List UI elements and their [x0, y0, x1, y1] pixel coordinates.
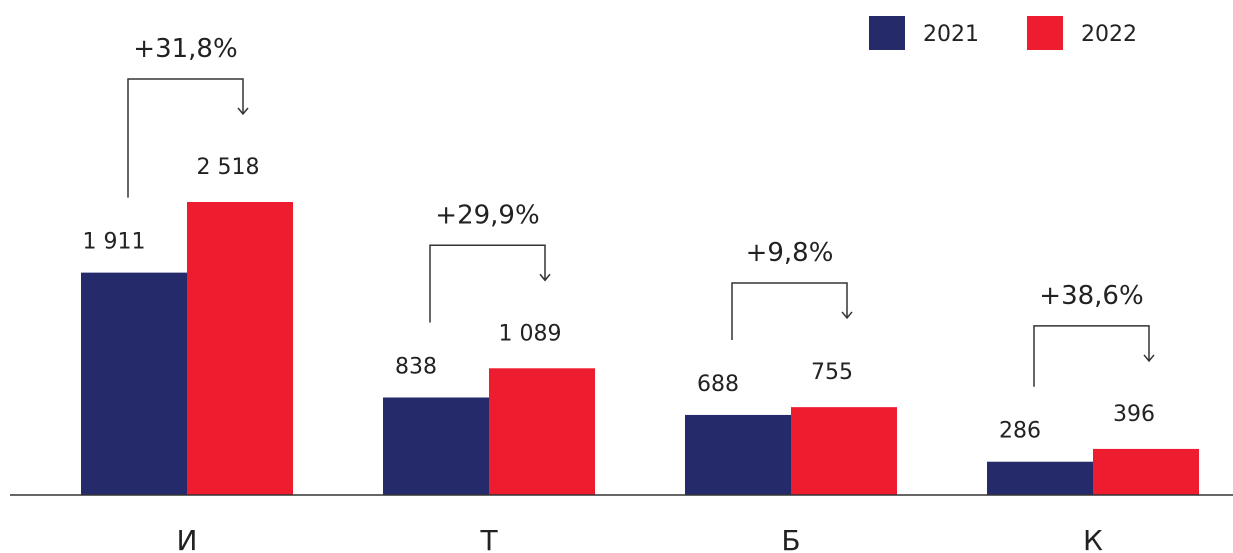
change-bracket-0 [127, 78, 244, 198]
value-label-2022-3: 396 [1113, 402, 1155, 427]
value-label-2021-1: 838 [395, 354, 437, 379]
category-label-2: Б [781, 524, 800, 553]
value-label-2022-1: 1 089 [499, 321, 562, 346]
value-labels: 1 911 2 518 838 1 089 688 755 286 396 [83, 155, 1155, 444]
change-arrow-icon [237, 107, 249, 116]
change-label-3: +38,6% [1039, 281, 1143, 311]
bar-2022-1 [489, 368, 595, 495]
bar-2022-0 [187, 202, 293, 495]
value-label-2022-2: 755 [811, 360, 853, 385]
value-label-2021-0: 1 911 [83, 230, 146, 255]
change-arrow-icon [539, 273, 551, 282]
legend-swatch-2022 [1027, 16, 1063, 50]
bar-2022-2 [791, 407, 897, 495]
change-bracket-1 [429, 244, 546, 323]
legend-label-2021: 2021 [923, 22, 979, 47]
value-label-2021-3: 286 [999, 419, 1041, 444]
category-label-0: И [177, 524, 198, 553]
change-arrow-icon [841, 311, 853, 320]
bar-2021-2 [685, 414, 791, 495]
bar-2021-3 [987, 461, 1093, 495]
bar-2022-3 [1093, 448, 1199, 495]
change-label-1: +29,9% [435, 200, 539, 230]
value-label-2022-0: 2 518 [197, 155, 260, 180]
legend-label-2022: 2022 [1081, 22, 1137, 47]
legend-swatch-2021 [869, 16, 905, 50]
category-label-3: К [1083, 524, 1103, 553]
legend: 2021 2022 [869, 16, 1137, 50]
change-bracket-2 [731, 282, 848, 340]
change-arrow-icon [1143, 354, 1155, 363]
bar-2021-0 [81, 272, 187, 495]
value-label-2021-2: 688 [697, 372, 739, 397]
bar-2021-1 [383, 397, 489, 495]
category-label-1: Т [479, 524, 498, 553]
change-label-2: +9,8% [746, 238, 834, 268]
bars [81, 202, 1199, 495]
change-bracket-3 [1033, 325, 1150, 387]
change-label-0: +31,8% [133, 34, 237, 64]
change-brackets: +31,8% +29,9% +9,8% +38,6% [127, 34, 1155, 387]
